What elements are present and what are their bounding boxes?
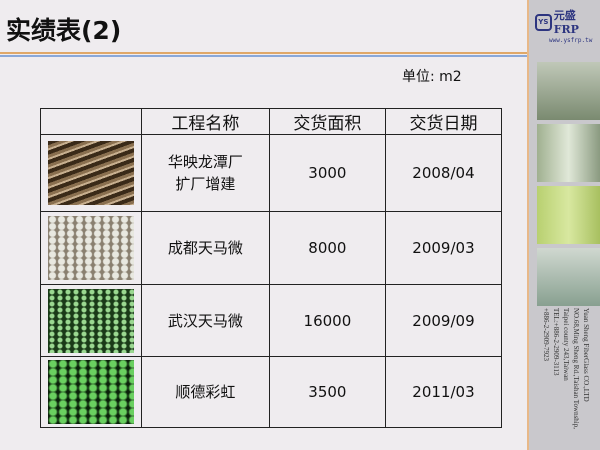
address-line: NO.68,Ming Sheng Rd.,Taishan Township, [572,308,580,430]
delivery-date: 2009/03 [384,211,503,285]
delivery-area: 3000 [268,134,386,212]
page-title: 实绩表(2) [6,16,122,45]
header-area: 交货面积 [268,108,386,135]
delivery-area: 8000 [268,211,386,285]
website-url: www.ysfrp.tw [549,37,593,44]
delivery-date: 2009/09 [384,284,503,357]
delivery-area: 3500 [268,356,386,428]
company-logo: YS 元盛FRP [535,9,600,36]
address-line: +886-2-2909-7923 [542,308,550,361]
project-name: 成都天马微 [141,211,270,285]
brand-name: 元盛FRP [553,8,579,36]
header-name: 工程名称 [141,108,270,135]
project-photo [48,141,134,205]
delivery-date: 2011/03 [384,356,503,428]
project-name: 顺德彩虹 [141,356,270,428]
sidebar-photo [537,186,600,244]
address-line: Yuan Sheng FiberGlass CO.,LTD [582,308,590,402]
title-divider-blue [0,55,527,57]
table-row: 成都天马微 8000 2009/03 [40,211,503,285]
sidebar-photo [537,124,600,182]
address-line: Taipei county 243,Taiwan [562,308,570,381]
header-image [40,108,142,135]
company-address: Yuan Sheng FiberGlass CO.,LTD NO.68,Ming… [541,308,591,448]
table-row: 顺德彩虹 3500 2011/03 [40,356,503,428]
table-header: 工程名称 交货面积 交货日期 [40,108,503,135]
delivery-area: 16000 [268,284,386,357]
project-photo [48,216,134,280]
project-photo [48,288,134,353]
address-line: TEL:+886-2-2909-3113 [552,308,560,376]
sidebar: YS 元盛FRP www.ysfrp.tw Yuan Sheng FiberGl… [527,0,600,450]
delivery-date: 2008/04 [384,134,503,212]
project-photo [48,360,134,424]
header-date: 交货日期 [384,108,503,135]
unit-label: 单位: m2 [402,69,462,85]
projects-table: 工程名称 交货面积 交货日期 华映龙潭厂扩厂增建 3000 2008/04 成都… [40,108,503,428]
project-name: 华映龙潭厂 [167,153,243,171]
table-row: 华映龙潭厂扩厂增建 3000 2008/04 [40,134,503,212]
sidebar-photo [537,248,600,306]
sidebar-photo [537,62,600,120]
logo-mark-icon: YS [535,14,552,31]
title-divider-orange [0,52,527,54]
project-name: 武汉天马微 [141,284,270,357]
project-name-line2: 扩厂增建 [175,175,236,193]
table-row: 武汉天马微 16000 2009/09 [40,284,503,357]
